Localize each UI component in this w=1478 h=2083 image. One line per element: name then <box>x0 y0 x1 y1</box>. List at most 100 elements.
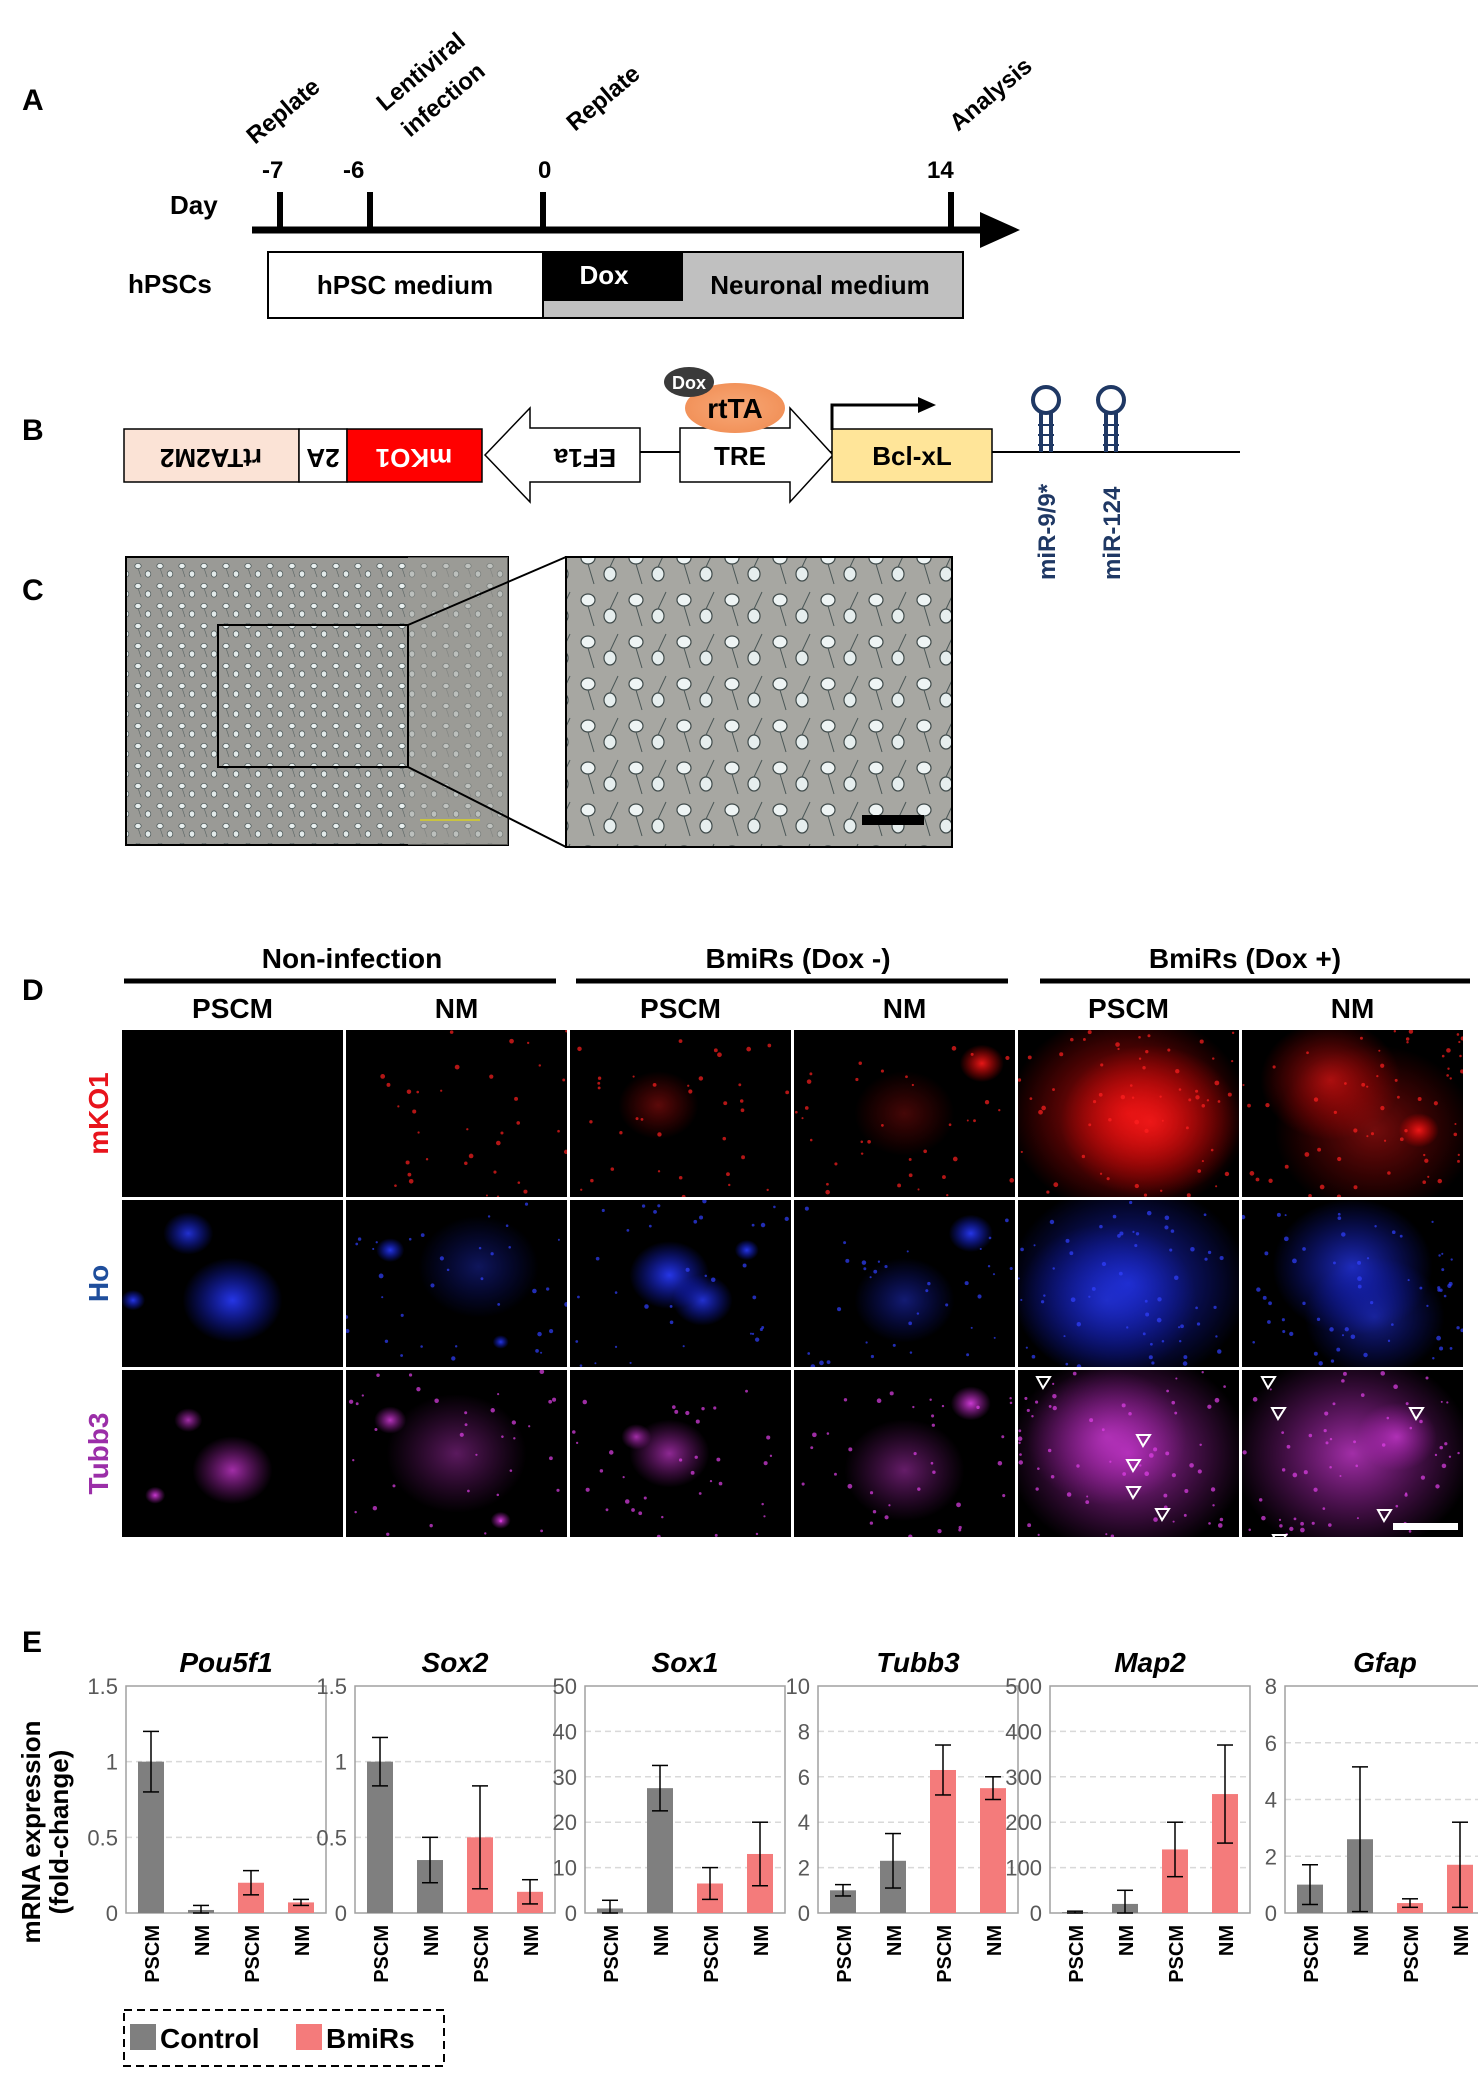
chart-title: Sox1 <box>652 1647 719 1678</box>
fluorescence-image <box>570 1200 791 1367</box>
chart-title: Gfap <box>1353 1647 1417 1678</box>
event-replate-1: Replate <box>242 73 326 149</box>
arrowhead-icon <box>1135 1434 1152 1448</box>
arrowhead-icon <box>1408 1407 1425 1421</box>
legend-swatch-bmirs <box>296 2024 322 2050</box>
y-tick-label: 0.5 <box>316 1825 347 1850</box>
y-tick-label: 1.5 <box>87 1674 118 1699</box>
rtta-protein <box>685 383 785 433</box>
chart-title: Pou5f1 <box>179 1647 272 1678</box>
bar-dox <box>543 252 683 301</box>
chart-title: Sox2 <box>422 1647 489 1678</box>
fluorescence-image <box>794 1030 1015 1197</box>
legend-label-control: Control <box>160 2023 260 2054</box>
arrowhead-icon <box>1125 1486 1142 1500</box>
column-label: PSCM <box>192 993 273 1024</box>
fluorescence-image <box>346 1370 567 1537</box>
plot-frame <box>1284 1685 1478 1914</box>
block-bclxl-label: Bcl-xL <box>872 441 952 471</box>
x-tick-label: NM <box>1451 1925 1473 1956</box>
y-tick-label: 0 <box>335 1901 347 1926</box>
dox-molecule <box>664 367 714 397</box>
timeline-diagram: Replate Lentiviral infection Replate Ana… <box>128 27 1037 319</box>
row-label: Ho <box>83 1265 114 1302</box>
plot-frame <box>584 1685 786 1914</box>
block-mko1 <box>346 428 483 483</box>
y-tick-label: 40 <box>553 1719 577 1744</box>
x-tick-label: PSCM <box>1166 1925 1188 1983</box>
chart-ylabel-line1: mRNA expression <box>16 1721 46 1944</box>
y-tick-label: 1 <box>335 1750 347 1775</box>
arrowhead-icon <box>1125 1459 1142 1473</box>
promoter-ef1a-label: EF1a <box>553 443 616 473</box>
y-tick-label: 20 <box>553 1810 577 1835</box>
x-tick-label: PSCM <box>834 1925 856 1983</box>
event-replate-2: Replate <box>562 60 646 136</box>
column-label: NM <box>435 993 479 1024</box>
block-mko1-label: mKO1 <box>376 443 453 473</box>
phase-image-overview-sparse <box>408 557 508 845</box>
day-tick-14: 14 <box>927 157 954 184</box>
arrowhead-icon <box>1035 1376 1052 1390</box>
scale-bar <box>862 815 924 825</box>
immunofluorescence-panel: Non-infection BmiRs (Dox -) BmiRs (Dox +… <box>83 943 1470 1548</box>
x-tick-label: PSCM <box>701 1925 723 1983</box>
x-tick-label: PSCM <box>471 1925 493 1983</box>
y-tick-label: 6 <box>798 1765 810 1790</box>
scale-bar <box>1393 1523 1458 1530</box>
x-tick-label: NM <box>421 1925 443 1956</box>
column-label: NM <box>1331 993 1375 1024</box>
y-tick-label: 0 <box>1265 1901 1277 1926</box>
transcription-arrowhead-icon <box>918 397 936 413</box>
column-label: NM <box>883 993 927 1024</box>
fluorescence-image <box>122 1200 343 1367</box>
day-label: Day <box>170 190 218 220</box>
zoom-line-top <box>407 556 567 626</box>
panel-label-d: D <box>22 974 44 1007</box>
fluorescence-image <box>794 1370 1015 1537</box>
bar-hpsc-medium-label: hPSC medium <box>317 270 493 300</box>
plot-frame <box>125 1685 327 1914</box>
column-label: PSCM <box>1088 993 1169 1024</box>
x-tick-label: NM <box>1351 1925 1373 1956</box>
fluorescence-image <box>1018 1200 1239 1367</box>
panel-label-e: E <box>22 1626 42 1659</box>
fluorescence-image <box>1242 1370 1463 1537</box>
mirna-9-label: miR-9/9* <box>1034 483 1061 580</box>
x-tick-label: PSCM <box>242 1925 264 1983</box>
promoter-ef1a-arrow <box>483 406 641 504</box>
bar-neuronal-medium-label: Neuronal medium <box>710 270 930 300</box>
arrowhead-icon <box>1271 1534 1288 1548</box>
fluorescence-image <box>794 1200 1015 1367</box>
fluorescence-image <box>1242 1030 1463 1197</box>
x-tick-label: PSCM <box>371 1925 393 1983</box>
x-tick-label: PSCM <box>1066 1925 1088 1983</box>
bar <box>980 1788 1006 1913</box>
x-tick-label: NM <box>292 1925 314 1956</box>
legend-label-bmirs: BmiRs <box>326 2023 415 2054</box>
timeline-arrow-icon <box>980 212 1020 248</box>
y-tick-label: 10 <box>553 1856 577 1881</box>
block-rtta2m2-label: rtTA2M2 <box>160 443 262 473</box>
block-rtta2m2 <box>123 428 300 483</box>
arrowhead-icon <box>1376 1509 1393 1523</box>
x-tick-label: NM <box>521 1925 543 1956</box>
y-tick-label: 0 <box>106 1901 118 1926</box>
y-tick-label: 2 <box>1265 1844 1277 1869</box>
dox-molecule-label: Dox <box>672 373 706 393</box>
row-label: mKO1 <box>83 1072 114 1154</box>
x-tick-label: PSCM <box>934 1925 956 1983</box>
y-tick-label: 4 <box>798 1810 810 1835</box>
y-tick-label: 0 <box>1030 1901 1042 1926</box>
plot-frame <box>1049 1685 1251 1914</box>
y-tick-label: 8 <box>1265 1674 1277 1699</box>
mirna-hairpin-icon <box>1031 385 1061 452</box>
y-tick-label: 1.5 <box>316 1674 347 1699</box>
x-tick-label: NM <box>1216 1925 1238 1956</box>
row-label: Tubb3 <box>83 1413 114 1495</box>
x-tick-label: PSCM <box>1401 1925 1423 1983</box>
arrowhead-icon <box>1270 1407 1287 1421</box>
y-tick-label: 2 <box>798 1856 810 1881</box>
y-tick-label: 30 <box>553 1765 577 1790</box>
mirna-124-label: miR-124 <box>1099 486 1126 580</box>
